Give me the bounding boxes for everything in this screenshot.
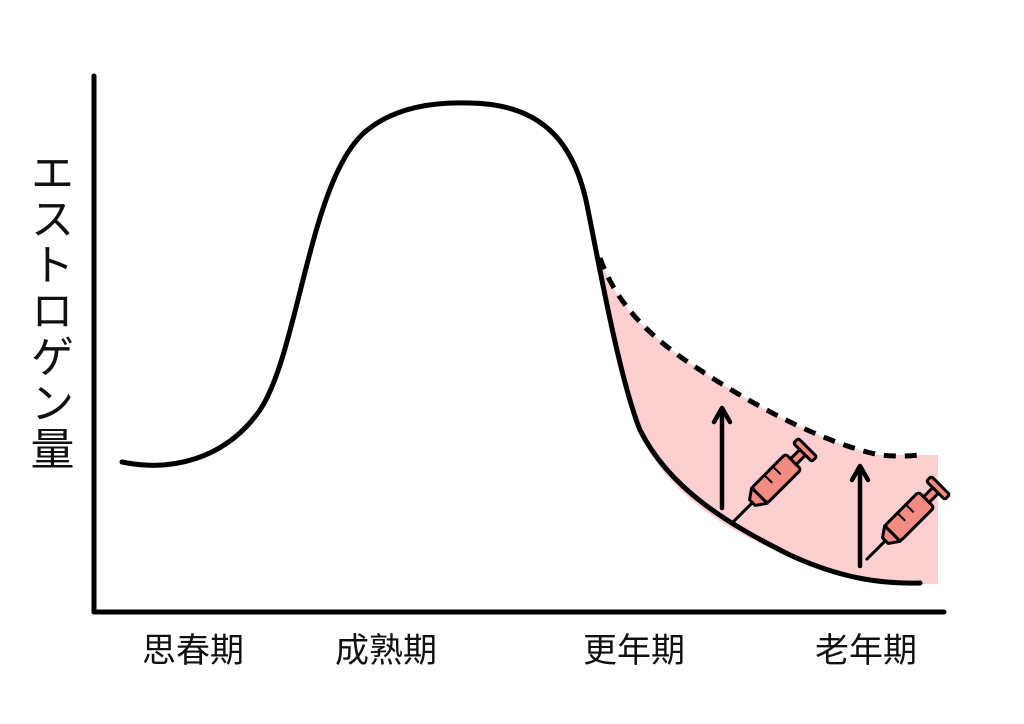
syringe-icon <box>732 437 818 523</box>
up-arrow-icon <box>711 405 733 511</box>
stage-label-senescence: 老年期 <box>815 631 917 671</box>
hrt-estrogen-curve <box>597 257 926 459</box>
up-arrow-icon <box>849 463 871 569</box>
hrt-shaded-region <box>598 250 938 584</box>
y-axis-label: エストロゲン量 <box>23 150 74 472</box>
stage-label-puberty: 思春期 <box>142 631 244 671</box>
syringe-icon <box>865 475 951 561</box>
natural-estrogen-curve <box>119 100 923 586</box>
stage-label-menopause: 更年期 <box>583 631 685 671</box>
stage-label-maturity: 成熟期 <box>335 631 437 671</box>
